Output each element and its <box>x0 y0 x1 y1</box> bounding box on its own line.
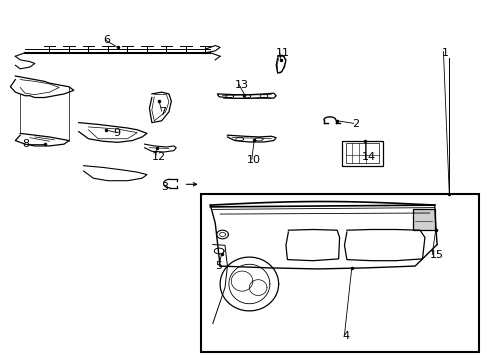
Text: 8: 8 <box>22 139 30 149</box>
Text: 5: 5 <box>215 261 222 271</box>
Bar <box>412 209 434 230</box>
Text: 2: 2 <box>351 120 358 129</box>
Text: 9: 9 <box>113 129 120 138</box>
Text: 13: 13 <box>234 80 248 90</box>
Text: 10: 10 <box>246 155 261 165</box>
Text: 6: 6 <box>103 35 110 45</box>
Text: 14: 14 <box>361 152 375 162</box>
Text: 1: 1 <box>441 48 448 58</box>
Text: 15: 15 <box>429 250 443 260</box>
Text: 3: 3 <box>161 182 168 192</box>
Text: 7: 7 <box>159 107 166 117</box>
Text: 4: 4 <box>341 331 348 341</box>
Text: 12: 12 <box>152 152 165 162</box>
Bar <box>200 194 478 352</box>
Text: 11: 11 <box>276 48 289 58</box>
Bar <box>341 140 383 166</box>
Bar <box>345 143 378 163</box>
